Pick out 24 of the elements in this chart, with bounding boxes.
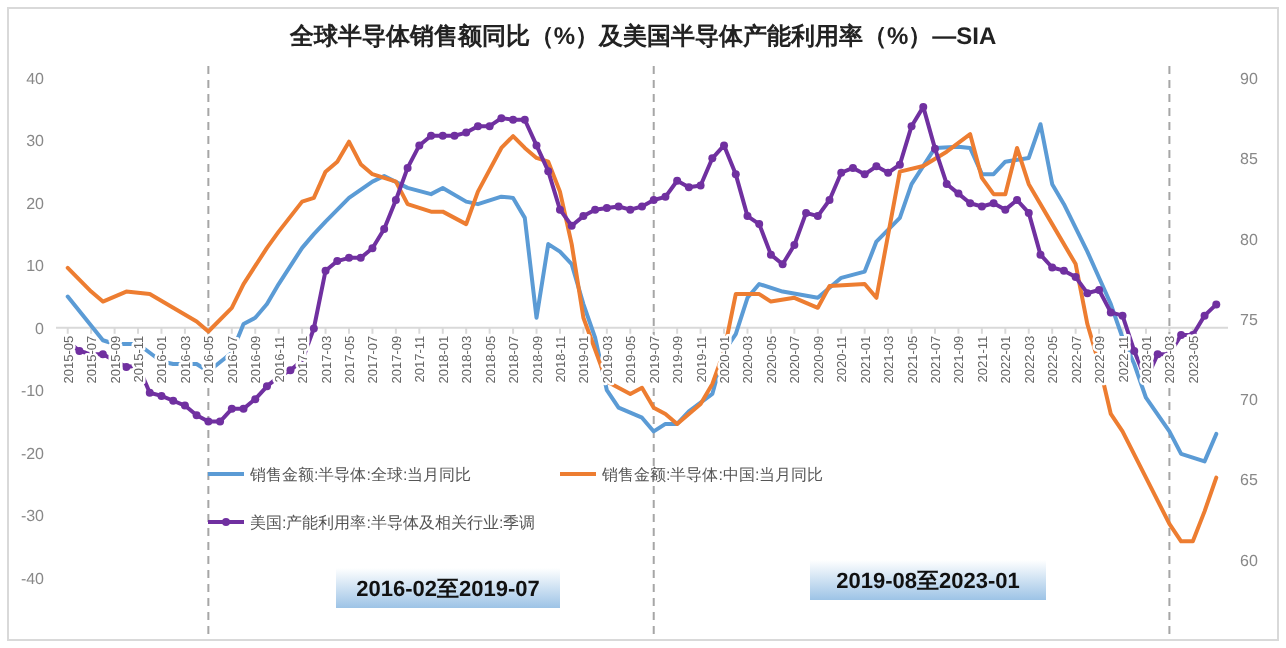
legend-label: 美国:产能利用率:半导体及相关行业:季调: [250, 514, 536, 532]
y-tick-label: 40: [26, 70, 46, 88]
y2-tick-label: 85: [1240, 150, 1259, 169]
y2-tick-label: 80: [1240, 230, 1259, 249]
y2-tick-label: 65: [1240, 471, 1259, 490]
y-tick-label: -30: [20, 507, 46, 526]
annotation: 2019-08至2023-01: [836, 570, 1020, 594]
y-tick-label: 0: [35, 319, 46, 338]
y-tick-label: 10: [26, 257, 46, 276]
y-tick-label: -10: [20, 382, 46, 401]
legend-label: 销售金额:半导体:中国:当月同比: [600, 466, 824, 484]
chart-title: 全球半导体销售额同比（%）及美国半导体产能利用率（%）—SIA: [287, 22, 998, 50]
annotation: 2016-02至2019-07: [356, 578, 540, 602]
y-tick-label: -40: [20, 569, 46, 588]
line-series: [65, 122, 1219, 464]
y2-tick-label: 60: [1240, 551, 1259, 570]
y-tick-label: 20: [26, 194, 46, 213]
y2-tick-label: 90: [1240, 70, 1259, 88]
y-tick-label: 30: [26, 132, 46, 151]
y-tick-label: -20: [20, 444, 46, 463]
legend-label: 销售金额:半导体:全球:当月同比: [248, 466, 472, 484]
y2-tick-label: 75: [1240, 310, 1259, 329]
line-series: [65, 132, 1219, 544]
y2-tick-label: 70: [1240, 391, 1259, 410]
